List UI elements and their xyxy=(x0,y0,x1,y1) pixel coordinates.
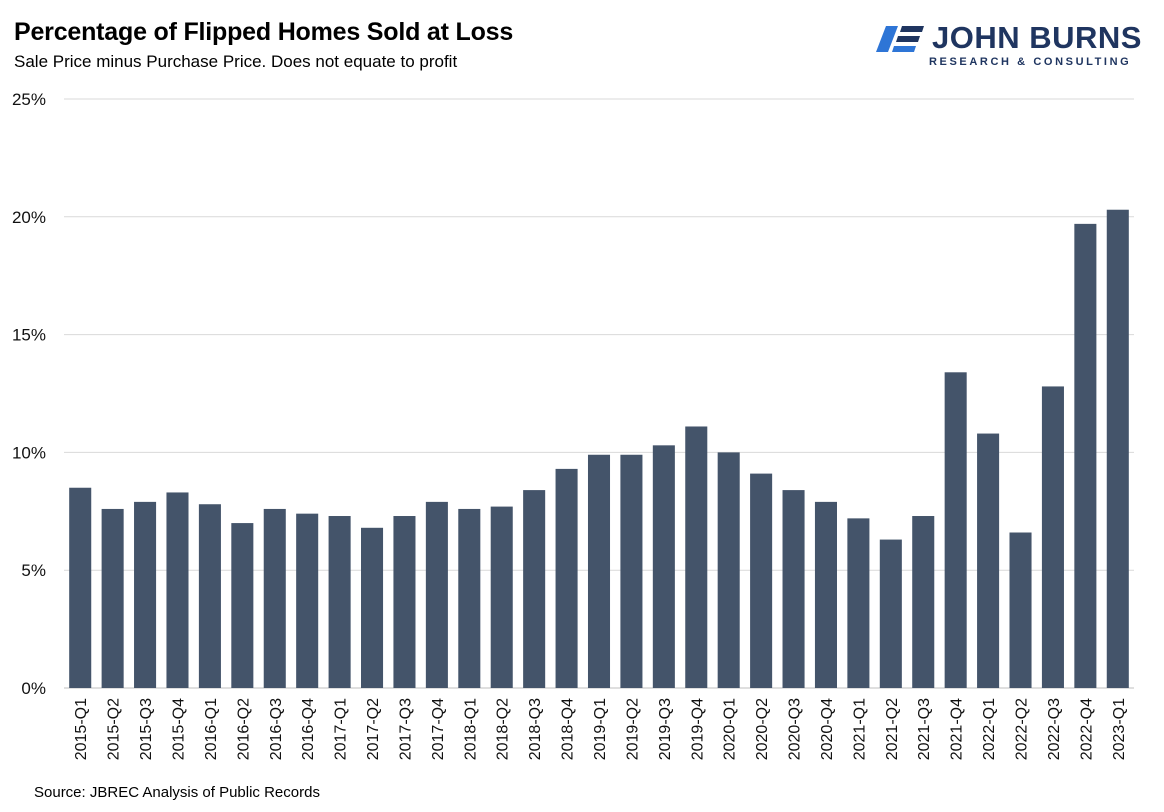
x-tick-label: 2019-Q1 xyxy=(592,698,609,760)
bar xyxy=(587,454,611,688)
bar xyxy=(1041,386,1064,688)
bar xyxy=(652,445,675,688)
bar xyxy=(69,487,92,688)
logo-mark-icon xyxy=(876,26,924,52)
y-tick-label: 0% xyxy=(21,679,46,698)
y-axis-ticks: 0% 5% 10% 15% 20% 25% xyxy=(12,90,46,698)
x-tick-label: 2022-Q2 xyxy=(1014,698,1031,760)
x-tick-label: 2022-Q4 xyxy=(1078,698,1095,760)
bar xyxy=(361,527,384,688)
bar xyxy=(912,516,935,688)
chart-title: Percentage of Flipped Homes Sold at Loss xyxy=(14,18,514,46)
x-tick-label: 2021-Q2 xyxy=(884,698,901,760)
x-axis-ticks: 2015-Q1 2015-Q2 2015-Q3 2015-Q4 2016-Q1 2016-… xyxy=(73,698,1128,760)
bars xyxy=(69,209,1129,689)
bar xyxy=(1009,532,1032,688)
x-tick-label: 2019-Q4 xyxy=(689,698,706,760)
bar xyxy=(977,433,1000,688)
bar xyxy=(101,508,124,688)
x-tick-label: 2017-Q1 xyxy=(333,698,350,760)
source-note: Source: JBREC Analysis of Public Records xyxy=(34,784,320,801)
bar xyxy=(1074,223,1097,689)
bar xyxy=(879,539,902,688)
x-tick-label: 2016-Q2 xyxy=(235,698,252,760)
x-tick-label: 2017-Q4 xyxy=(430,698,447,760)
bar xyxy=(490,506,513,688)
x-tick-label: 2015-Q2 xyxy=(106,698,123,760)
x-tick-label: 2015-Q1 xyxy=(73,698,90,760)
y-tick-label: 25% xyxy=(12,90,46,109)
x-tick-label: 2018-Q2 xyxy=(495,698,512,760)
bar xyxy=(1106,209,1129,688)
bar xyxy=(523,490,546,688)
bar xyxy=(620,454,643,688)
bar xyxy=(847,518,870,688)
company-logo: JOHN BURNS RESEARCH & CONSULTING xyxy=(876,20,1146,70)
x-tick-label: 2020-Q1 xyxy=(722,698,739,760)
x-tick-label: 2015-Q4 xyxy=(170,698,187,760)
x-tick-label: 2020-Q4 xyxy=(819,698,836,760)
x-tick-label: 2021-Q4 xyxy=(949,698,966,760)
x-tick-label: 2020-Q3 xyxy=(787,698,804,760)
y-tick-label: 15% xyxy=(12,326,46,345)
x-tick-label: 2022-Q1 xyxy=(981,698,998,760)
x-tick-label: 2018-Q4 xyxy=(560,698,577,760)
logo-tagline: RESEARCH & CONSULTING xyxy=(929,56,1132,68)
x-tick-label: 2021-Q1 xyxy=(851,698,868,760)
bar xyxy=(198,504,221,688)
x-tick-label: 2018-Q3 xyxy=(527,698,544,760)
bar xyxy=(458,508,481,688)
bar xyxy=(134,501,157,688)
x-tick-label: 2022-Q3 xyxy=(1046,698,1063,760)
x-tick-label: 2016-Q1 xyxy=(203,698,220,760)
bar xyxy=(166,492,189,688)
logo-name: JOHN BURNS xyxy=(932,20,1142,55)
chart-subtitle: Sale Price minus Purchase Price. Does no… xyxy=(14,52,458,71)
x-tick-label: 2019-Q3 xyxy=(657,698,674,760)
bar xyxy=(296,513,319,688)
x-tick-label: 2021-Q3 xyxy=(916,698,933,760)
x-tick-label: 2017-Q2 xyxy=(365,698,382,760)
x-tick-label: 2023-Q1 xyxy=(1111,698,1128,760)
bar xyxy=(393,516,416,688)
bar xyxy=(425,501,448,688)
y-tick-label: 20% xyxy=(12,208,46,227)
bar xyxy=(944,372,967,688)
bar xyxy=(717,452,740,688)
bar xyxy=(328,516,351,688)
x-tick-label: 2017-Q3 xyxy=(397,698,414,760)
bar xyxy=(555,468,578,688)
bar xyxy=(750,473,773,688)
x-tick-label: 2019-Q2 xyxy=(624,698,641,760)
y-tick-label: 5% xyxy=(21,561,46,580)
bar xyxy=(263,508,286,688)
bar xyxy=(231,523,254,688)
x-tick-label: 2016-Q4 xyxy=(300,698,317,760)
x-tick-label: 2016-Q3 xyxy=(268,698,285,760)
bar xyxy=(782,490,805,688)
x-tick-label: 2018-Q1 xyxy=(462,698,479,760)
y-tick-label: 10% xyxy=(12,443,46,462)
x-tick-label: 2020-Q2 xyxy=(754,698,771,760)
x-tick-label: 2015-Q3 xyxy=(138,698,155,760)
bar xyxy=(685,426,708,688)
bar xyxy=(814,501,837,688)
